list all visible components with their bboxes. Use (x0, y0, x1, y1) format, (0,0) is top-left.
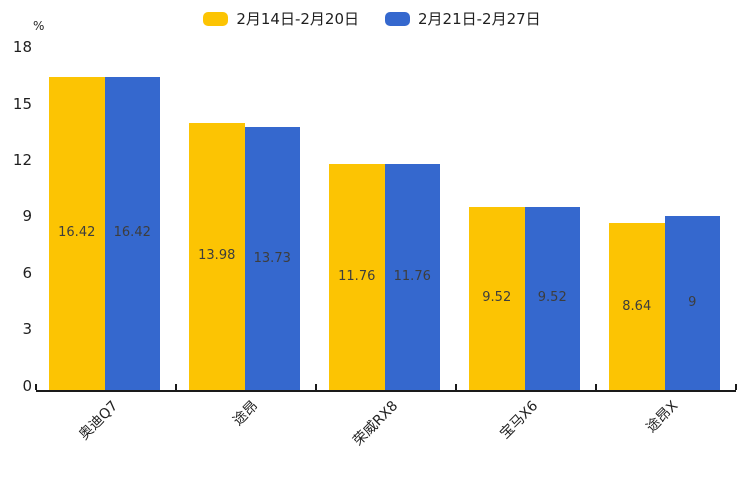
x-axis-tick (735, 384, 737, 390)
x-axis-line (36, 390, 736, 392)
legend: 2月14日-2月20日 2月21日-2月27日 (0, 8, 744, 29)
bar-value-label: 16.42 (113, 225, 151, 241)
legend-item-series-1[interactable]: 2月14日-2月20日 (203, 8, 359, 29)
legend-label: 2月14日-2月20日 (236, 10, 359, 28)
bar-荣威RX8-series-1 (329, 164, 385, 390)
legend-swatch-icon (385, 11, 410, 26)
x-axis-tick (175, 384, 177, 390)
bar-value-label: 9.52 (482, 290, 512, 306)
x-axis-tick (455, 384, 457, 390)
x-axis-tick (595, 384, 597, 390)
bar-value-label: 8.64 (622, 298, 652, 314)
y-tick-label: 3 (22, 320, 32, 339)
legend-label: 2月21日-2月27日 (418, 10, 541, 28)
x-category-label: 奥迪Q7 (76, 398, 122, 444)
x-category-label: 宝马X6 (497, 398, 542, 443)
bar-途昂-series-2 (244, 127, 300, 390)
y-tick-label: 18 (12, 38, 32, 57)
y-tick-label: 15 (12, 94, 32, 113)
bar-奥迪Q7-series-2 (104, 76, 160, 390)
bar-宝马X6-series-2 (524, 206, 580, 390)
bar-途昂X-series-2 (664, 216, 720, 390)
bar-途昂X-series-1 (609, 223, 665, 390)
bar-value-label: 11.76 (338, 269, 376, 285)
y-axis-unit-label: % (33, 19, 45, 33)
x-category-label: 荣威RX8 (350, 398, 402, 450)
bar-荣威RX8-series-2 (384, 164, 440, 390)
bar-value-label: 16.42 (58, 225, 96, 241)
bar-宝马X6-series-1 (469, 206, 525, 390)
bar-value-label: 9 (688, 295, 697, 311)
x-axis-tick (35, 384, 37, 390)
legend-swatch-icon (203, 11, 229, 26)
bar-奥迪Q7-series-1 (49, 76, 105, 390)
x-category-label: 途昂 (230, 398, 262, 430)
legend-item-series-2[interactable]: 2月21日-2月27日 (385, 8, 541, 29)
bar-value-label: 13.98 (198, 248, 236, 264)
x-axis-tick (315, 384, 317, 390)
y-tick-label: 12 (12, 150, 32, 169)
x-category-label: 途昂X (643, 398, 682, 436)
bar-途昂-series-1 (189, 122, 245, 390)
y-tick-label: 9 (22, 207, 32, 226)
bar-value-label: 11.76 (393, 269, 431, 285)
bar-value-label: 9.52 (537, 290, 567, 306)
y-tick-label: 6 (22, 263, 32, 282)
y-tick-label: 0 (22, 376, 32, 395)
bar-value-label: 13.73 (253, 250, 291, 266)
